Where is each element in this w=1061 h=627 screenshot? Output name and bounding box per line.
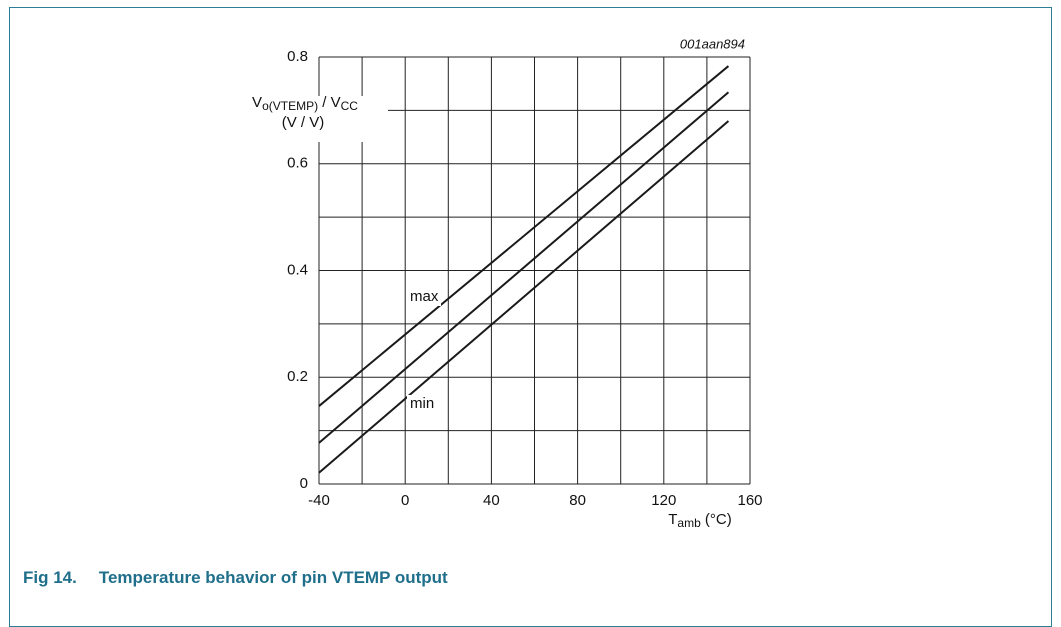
label-part: / V xyxy=(318,94,341,111)
x-tick-label: 40 xyxy=(483,492,500,509)
caption-number: Fig 14. xyxy=(23,568,77,587)
y-tick-label: 0.2 xyxy=(287,368,308,385)
y-tick-label: 0 xyxy=(300,475,308,492)
series-label: min xyxy=(410,395,434,412)
y-tick-label: 0.8 xyxy=(287,48,308,65)
x-tick-label: -40 xyxy=(308,492,330,509)
label-backdrop xyxy=(407,288,441,306)
x-axis-label: Tamb (°C) xyxy=(668,511,732,530)
label-backdrop xyxy=(407,395,441,413)
label-part: T xyxy=(668,511,677,528)
series-label: max xyxy=(410,288,439,305)
line xyxy=(318,120,730,474)
x-tick-label: 0 xyxy=(401,492,409,509)
ylabel-backdrop xyxy=(230,96,388,142)
y-tick-label: 0.6 xyxy=(287,155,308,172)
grid xyxy=(318,56,751,485)
page: Vo(VTEMP) / VCC (V / V) 001aan894 Tamb (… xyxy=(9,7,1052,627)
label-part: V xyxy=(252,94,262,111)
caption-text: Temperature behavior of pin VTEMP output xyxy=(98,568,448,587)
x-tick-label: 120 xyxy=(651,492,676,509)
label-sub: amb xyxy=(677,516,701,530)
y-axis-unit: (V / V) xyxy=(282,114,325,131)
caption: Fig 14. Temperature behavior of pin VTEMP… xyxy=(23,568,448,588)
y-axis-label: Vo(VTEMP) / VCC xyxy=(252,94,358,113)
x-tick-label: 160 xyxy=(737,492,762,509)
line xyxy=(318,65,730,407)
chart: Vo(VTEMP) / VCC (V / V) 001aan894 Tamb (… xyxy=(230,36,763,531)
figure-code: 001aan894 xyxy=(680,36,745,51)
label-sub: o(VTEMP) xyxy=(262,99,318,113)
line xyxy=(318,91,730,444)
y-tick-label: 0.4 xyxy=(287,261,308,278)
label-part: (°C) xyxy=(701,511,732,528)
label-sub: CC xyxy=(341,99,359,113)
x-tick-label: 80 xyxy=(569,492,586,509)
